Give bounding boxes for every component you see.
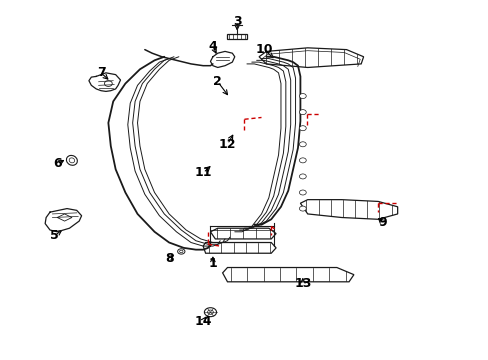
Polygon shape bbox=[300, 200, 397, 219]
Ellipse shape bbox=[204, 308, 216, 317]
Polygon shape bbox=[227, 33, 246, 39]
Circle shape bbox=[299, 206, 305, 211]
Circle shape bbox=[299, 174, 305, 179]
Circle shape bbox=[299, 142, 305, 147]
Text: 14: 14 bbox=[194, 315, 211, 328]
Ellipse shape bbox=[177, 249, 184, 254]
Polygon shape bbox=[210, 228, 276, 239]
Polygon shape bbox=[259, 48, 363, 67]
Polygon shape bbox=[89, 73, 120, 91]
Polygon shape bbox=[203, 243, 276, 253]
Text: 6: 6 bbox=[53, 157, 61, 170]
Circle shape bbox=[299, 94, 305, 99]
Circle shape bbox=[299, 190, 305, 195]
Text: 7: 7 bbox=[97, 66, 105, 79]
Polygon shape bbox=[210, 51, 234, 67]
Text: 10: 10 bbox=[255, 43, 272, 56]
Text: 13: 13 bbox=[294, 277, 311, 290]
Text: 4: 4 bbox=[208, 40, 217, 53]
Ellipse shape bbox=[66, 156, 77, 165]
Circle shape bbox=[299, 158, 305, 163]
Circle shape bbox=[299, 126, 305, 131]
Text: 11: 11 bbox=[194, 166, 211, 179]
Text: 3: 3 bbox=[232, 14, 241, 27]
Text: 1: 1 bbox=[208, 257, 217, 270]
Text: 12: 12 bbox=[218, 138, 236, 151]
Circle shape bbox=[299, 110, 305, 114]
Text: 9: 9 bbox=[378, 216, 386, 229]
Text: 2: 2 bbox=[213, 75, 222, 88]
Polygon shape bbox=[222, 267, 353, 282]
Polygon shape bbox=[45, 208, 81, 232]
Text: 5: 5 bbox=[50, 229, 59, 242]
Text: 8: 8 bbox=[164, 252, 173, 265]
